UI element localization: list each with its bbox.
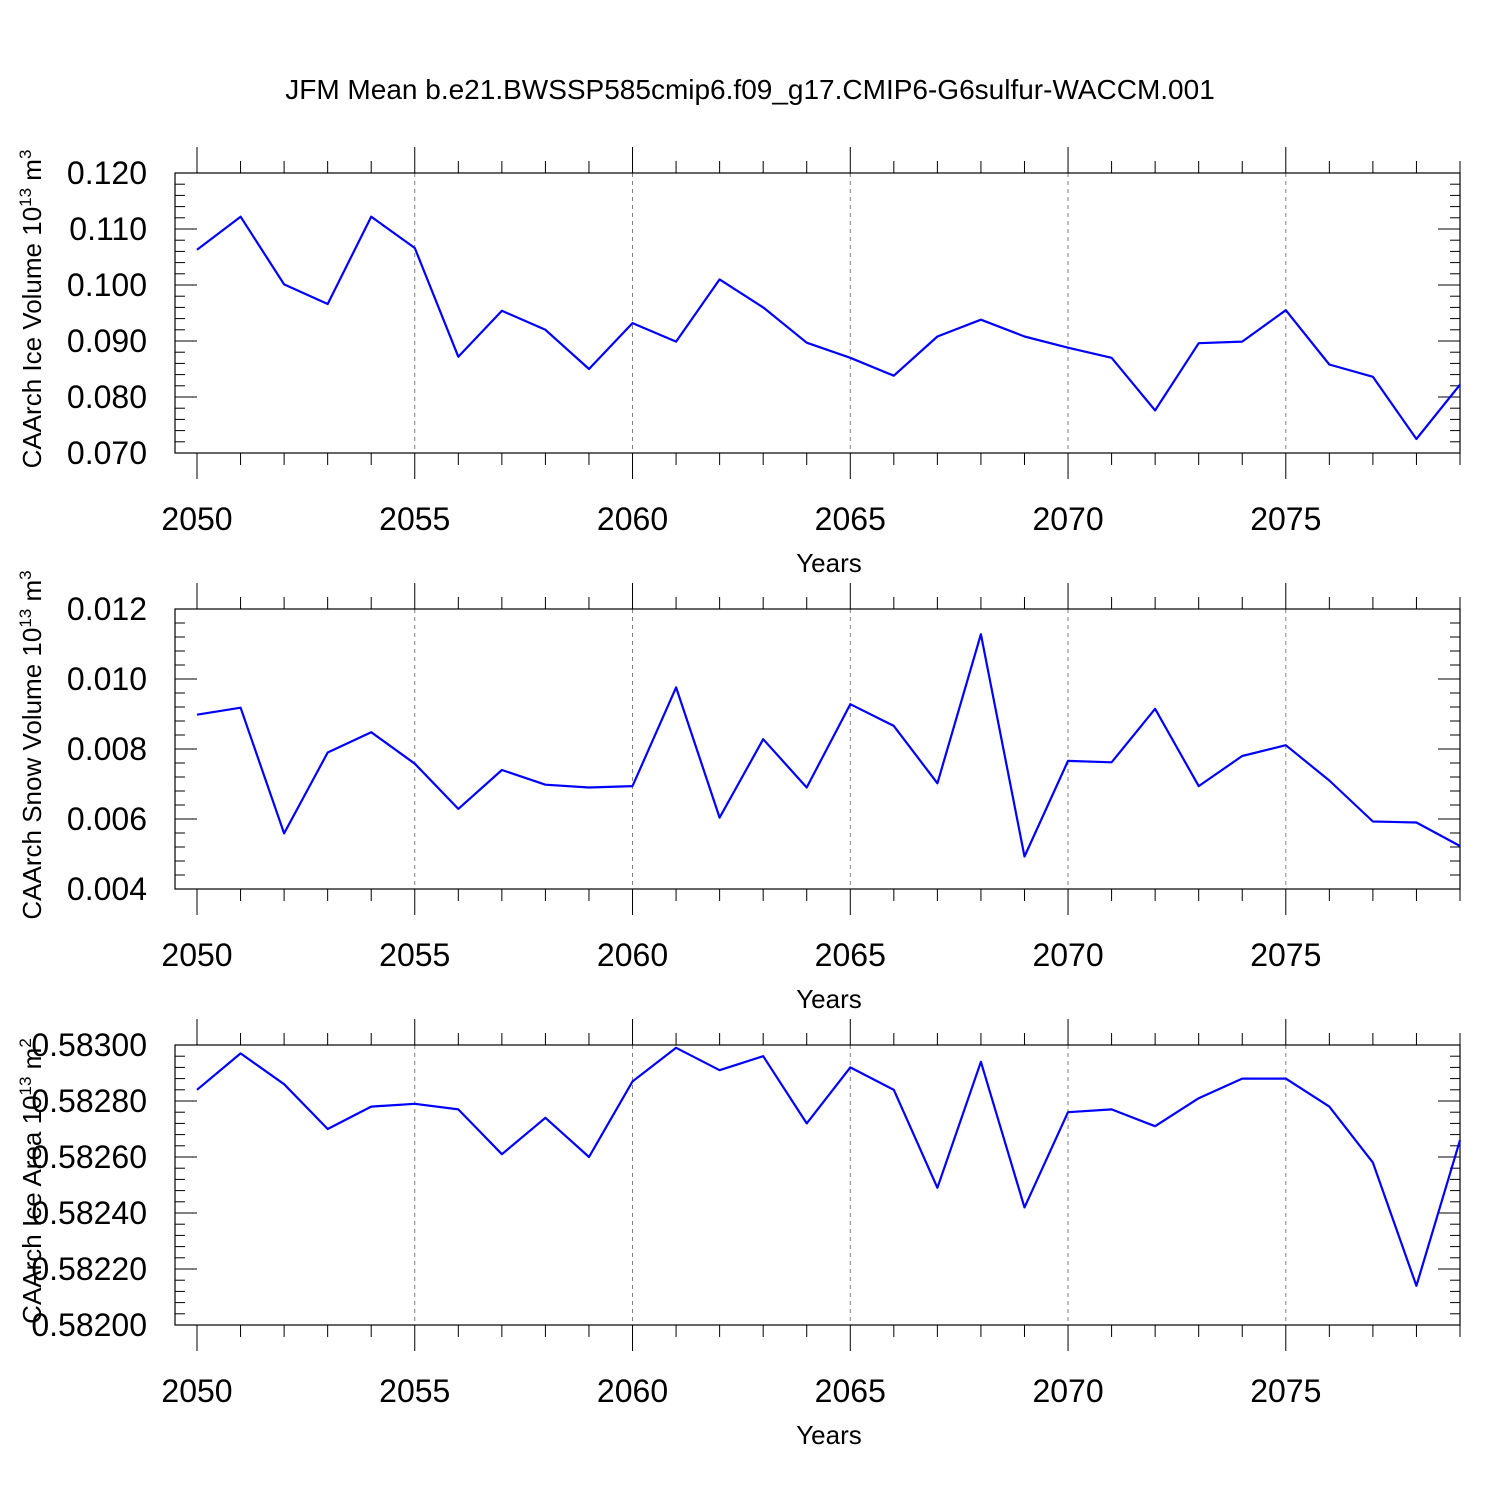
x-tick-label: 2070 [1032, 1373, 1103, 1409]
plot-frame [174, 172, 1461, 454]
x-tick-label: 2075 [1250, 1373, 1321, 1409]
x-tick-label: 2075 [1250, 937, 1321, 973]
x-tick-label: 2055 [379, 1373, 450, 1409]
y-tick-label: 0.012 [67, 591, 147, 627]
y-tick-label: 0.010 [67, 661, 147, 697]
y-tick-label: 0.58220 [31, 1251, 147, 1287]
x-tick-label: 2050 [161, 937, 232, 973]
plot-frame [174, 1044, 1461, 1326]
x-tick-label: 2075 [1250, 501, 1321, 537]
chart-title: JFM Mean b.e21.BWSSP585cmip6.f09_g17.CMI… [285, 74, 1215, 105]
series-line [196, 1046, 1462, 1287]
y-axis-title: CAArch Snow Volume 1013 m3 [16, 570, 47, 919]
y-axis-title: CAArch Ice Area 1013 m2 [16, 1038, 47, 1324]
y-tick-label: 0.58260 [31, 1139, 147, 1175]
y-tick-label: 0.58280 [31, 1083, 147, 1119]
chart-panel-3: 0.58300 0.58280 0.58260 0.58240 0.58220 0.582… [16, 1019, 1462, 1450]
x-tick-label: 2065 [815, 1373, 886, 1409]
x-axis-title: Years [796, 984, 862, 1014]
x-tick-label: 2065 [815, 937, 886, 973]
y-tick-label: 0.008 [67, 731, 147, 767]
x-axis-title: Years [796, 548, 862, 578]
x-tick-label: 2055 [379, 501, 450, 537]
x-tick-label: 2070 [1032, 501, 1103, 537]
chart-panel-2: 0.012 0.010 0.008 0.006 0.004 2050 2055 2060 206… [16, 570, 1461, 1014]
y-tick-label: 0.58240 [31, 1195, 147, 1231]
y-tick-label: 0.120 [67, 155, 147, 191]
x-axis-title: Years [796, 1420, 862, 1450]
y-tick-label: 0.110 [69, 211, 147, 247]
y-tick-label: 0.070 [67, 435, 147, 471]
x-tick-label: 2060 [597, 1373, 668, 1409]
y-tick-label: 0.090 [67, 323, 147, 359]
x-tick-label: 2065 [815, 501, 886, 537]
x-tick-label: 2060 [597, 501, 668, 537]
series-line [196, 215, 1461, 441]
chart-panel-1: 0.120 0.110 0.100 0.090 0.080 0.070 2050 2055 20… [16, 147, 1461, 578]
x-tick-label: 2060 [597, 937, 668, 973]
y-tick-label: 0.58200 [31, 1307, 147, 1343]
x-tick-label: 2070 [1032, 937, 1103, 973]
y-tick-label: 0.006 [67, 801, 147, 837]
y-tick-label: 0.100 [67, 267, 147, 303]
x-tick-label: 2055 [379, 937, 450, 973]
y-tick-label: 0.58300 [31, 1027, 147, 1063]
y-tick-label: 0.004 [67, 871, 147, 907]
y-tick-label: 0.080 [67, 379, 147, 415]
x-tick-label: 2050 [161, 1373, 232, 1409]
y-axis-title: CAArch Ice Volume 1013 m3 [16, 150, 47, 469]
x-tick-label: 2050 [161, 501, 232, 537]
series-line [196, 633, 1461, 858]
